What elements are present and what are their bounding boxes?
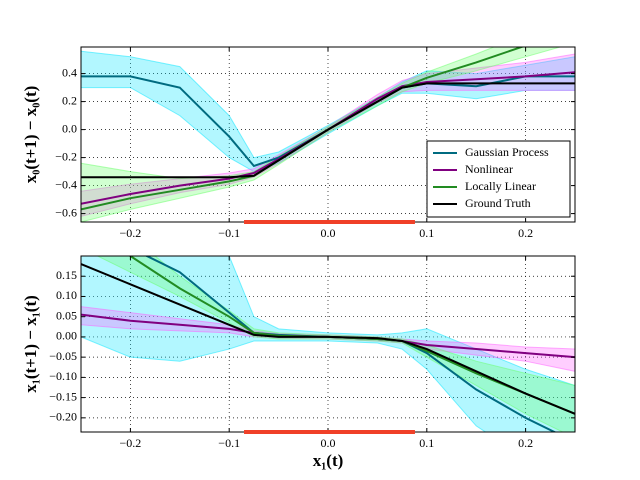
y-tick-label: 0.15 — [56, 268, 77, 282]
series-line — [81, 263, 575, 415]
y-tick-label: 0.2 — [62, 93, 77, 107]
series-line — [81, 82, 575, 179]
plot-area — [81, 47, 575, 222]
legend-label: Ground Truth — [465, 196, 531, 210]
plot-area — [81, 256, 575, 432]
x-tick-label: −0.2 — [120, 226, 142, 240]
y-tick-label: −0.6 — [55, 205, 77, 219]
x-tick-label: −0.1 — [218, 436, 240, 450]
x-tick-label: 0.0 — [321, 436, 336, 450]
y-tick-label: −0.4 — [55, 177, 77, 191]
x-tick-label: 0.2 — [518, 436, 533, 450]
x-tick-label: 0.2 — [518, 226, 533, 240]
y-tick-label: 0.10 — [56, 288, 77, 302]
y-tick-label: 0.00 — [56, 329, 77, 343]
y-tick-label: 0.4 — [62, 65, 77, 79]
legend-label: Locally Linear — [465, 179, 536, 193]
y-tick-label: 0.05 — [56, 308, 77, 322]
x-tick-label: −0.2 — [120, 436, 142, 450]
y-tick-label: 0.0 — [62, 121, 77, 135]
x-tick-label: −0.1 — [218, 226, 240, 240]
y-axis-label: x₁(t+1) − x₁(t) — [21, 295, 40, 393]
y-tick-label: −0.10 — [49, 369, 77, 383]
legend-label: Gaussian Process — [465, 145, 549, 159]
x-tick-label: 0.1 — [419, 226, 434, 240]
x-axis-label: x₁(t) — [313, 451, 344, 470]
x-tick-label: 0.0 — [321, 226, 336, 240]
confidence-band — [81, 256, 575, 432]
y-tick-label: −0.20 — [49, 410, 77, 424]
y-tick-label: −0.05 — [49, 349, 77, 363]
x-tick-label: 0.1 — [419, 436, 434, 450]
y-axis-label: x₀(t+1) − x₀(t) — [21, 86, 40, 184]
legend-label: Nonlinear — [465, 162, 513, 176]
y-tick-label: −0.2 — [55, 149, 77, 163]
y-tick-label: −0.15 — [49, 389, 77, 403]
